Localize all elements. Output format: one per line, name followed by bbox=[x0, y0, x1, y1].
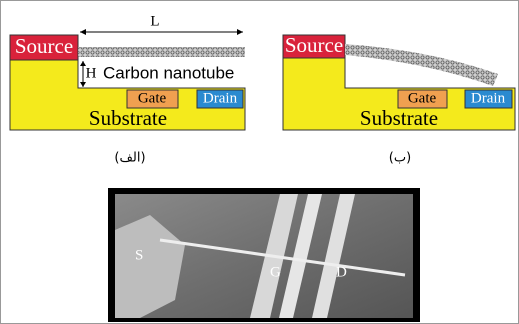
source-label: Source bbox=[15, 34, 73, 58]
photo-label: D bbox=[336, 264, 347, 280]
substrate-label: Substrate bbox=[89, 106, 167, 130]
photo-label: G bbox=[270, 264, 281, 280]
drain-label: Drain bbox=[203, 90, 238, 106]
photo-label: S bbox=[135, 247, 143, 263]
gate-label: Gate bbox=[408, 90, 437, 106]
nanotube bbox=[78, 47, 245, 57]
nanotube-label: Carbon nanotube bbox=[103, 63, 234, 82]
gate-label: Gate bbox=[138, 90, 167, 106]
caption: (الف) bbox=[114, 151, 145, 166]
source-label: Source bbox=[285, 33, 343, 57]
length-label: L bbox=[150, 13, 159, 29]
caption: (ب) bbox=[389, 151, 411, 166]
figure: Source L H Carbon nanotube Gate Drain Su… bbox=[0, 0, 519, 324]
drain-label: Drain bbox=[471, 90, 506, 106]
substrate-label: Substrate bbox=[360, 106, 438, 130]
micrograph: S G D bbox=[108, 188, 420, 322]
height-label: H bbox=[86, 65, 97, 81]
